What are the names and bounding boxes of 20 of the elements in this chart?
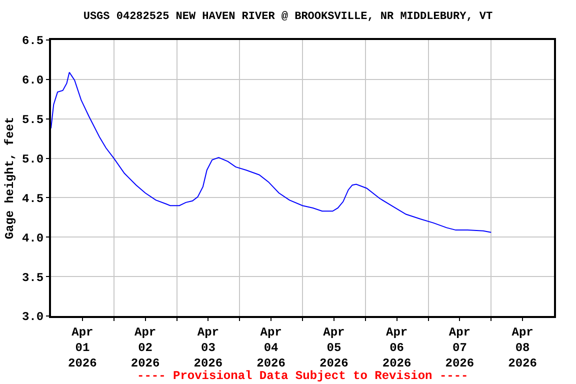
line-series: [51, 72, 492, 233]
y-tick-label: 6.0: [22, 74, 44, 88]
y-tick-label: 4.5: [22, 192, 44, 206]
x-tick-label: Apr 06 2026: [382, 325, 412, 371]
y-axis-title: Gage height, feet: [2, 116, 17, 240]
y-tick-label: 3.5: [22, 270, 44, 285]
chart-title: USGS 04282525 NEW HAVEN RIVER @ BROOKSVILLE, NR MIDDLEBURY, VT: [83, 11, 494, 24]
x-tick-label: Apr 05 2026: [320, 325, 348, 371]
y-tick-label: 3.0: [22, 310, 44, 324]
x-tick-label: Apr 04 2026: [256, 325, 286, 371]
y-tick-label: 5.0: [22, 152, 44, 166]
x-tick-label: Apr 03 2026: [194, 325, 223, 371]
y-tick-label: 5.5: [22, 113, 44, 128]
text: ---- Provisional Data Subject to Revision ----: [137, 369, 468, 383]
x-tick-label: Apr 02 2026: [130, 325, 160, 371]
x-tick-label: Apr 08 2026: [508, 325, 537, 371]
x-tick-label: Apr 07 2026: [445, 325, 474, 371]
y-tick-label: 4.0: [22, 231, 44, 246]
y-tick-label: 6.5: [22, 34, 44, 48]
x-tick-label: Apr 01 2026: [68, 325, 97, 371]
